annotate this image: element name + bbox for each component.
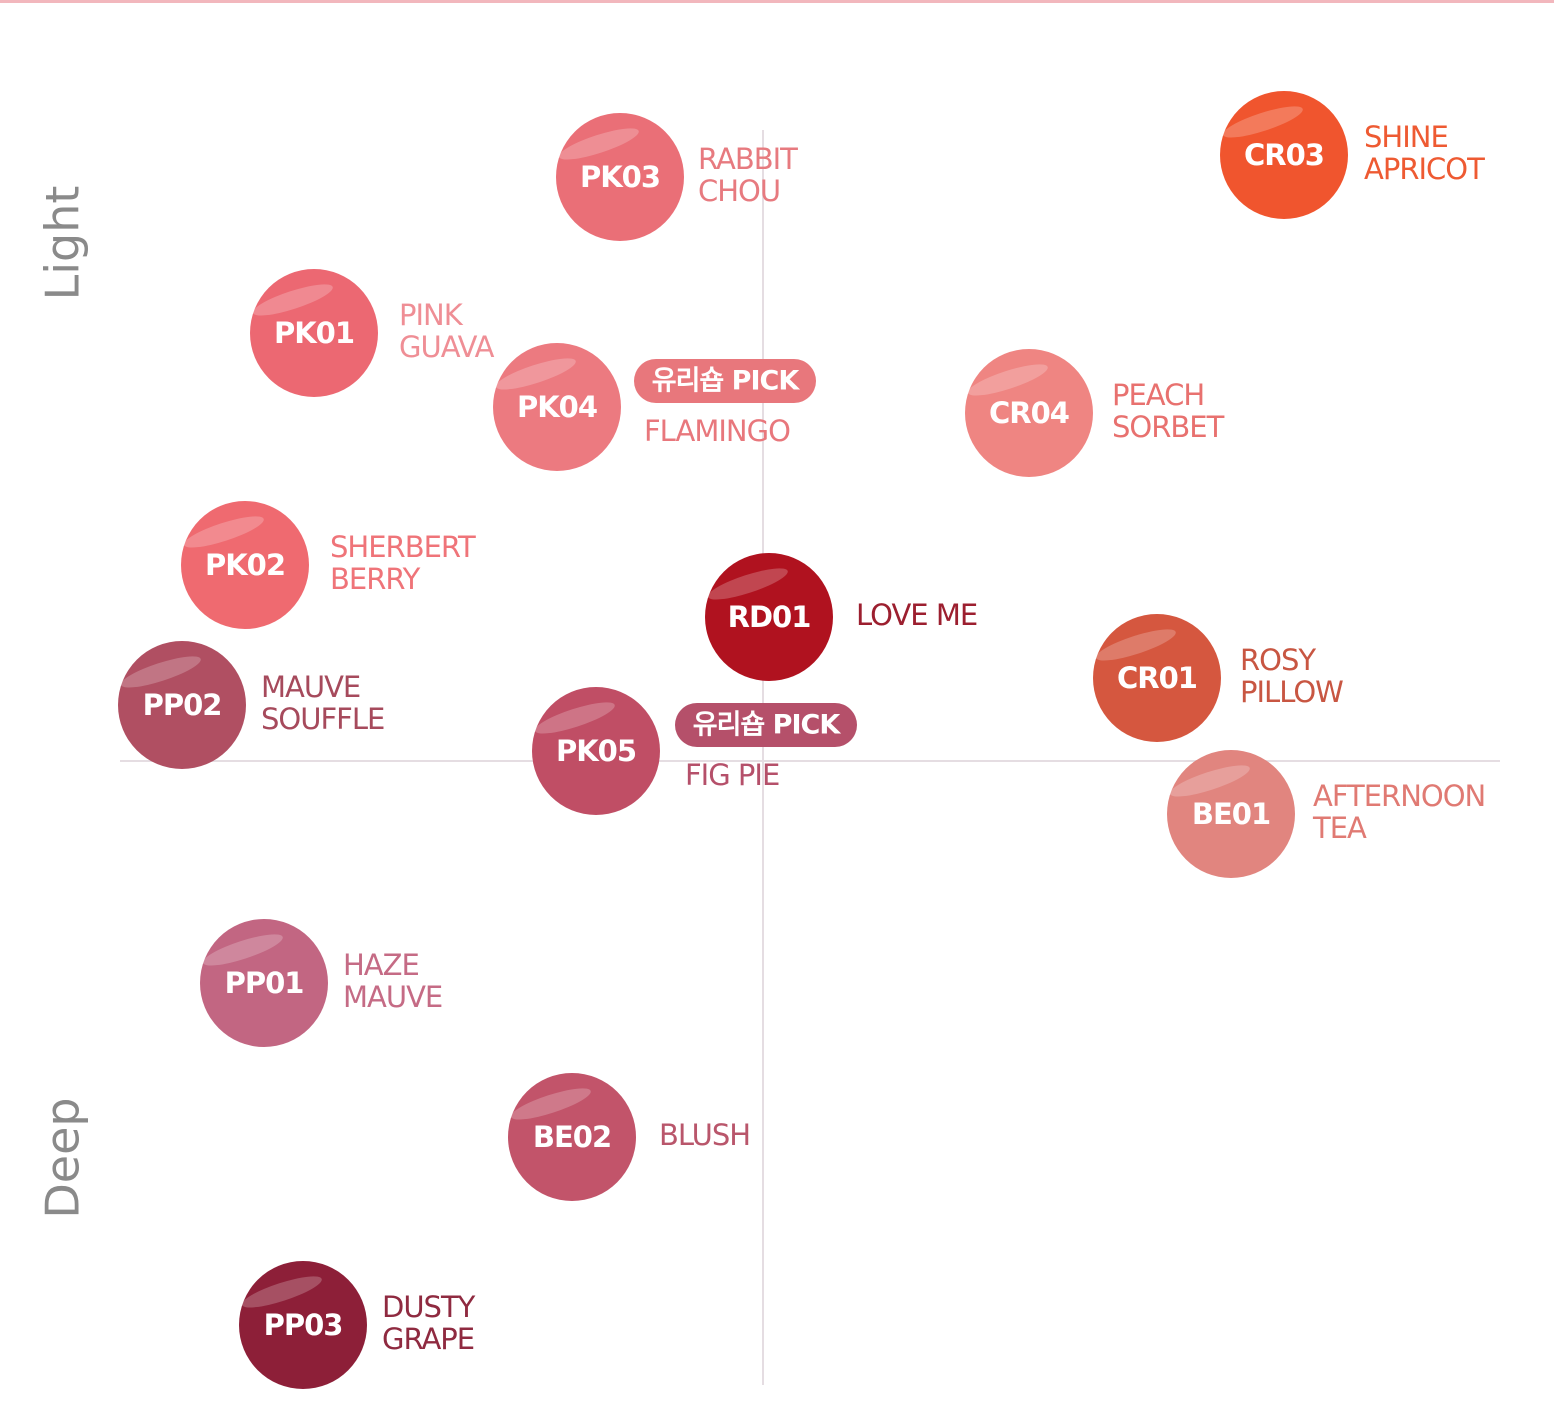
shade-code: BE02 bbox=[533, 1120, 611, 1154]
shade-name: RABBIT bbox=[698, 142, 798, 176]
shade-name: MAUVE bbox=[261, 670, 360, 704]
swatch-gloss bbox=[495, 358, 576, 390]
shade-name: PINK bbox=[399, 298, 464, 332]
shade-code: PK01 bbox=[274, 316, 354, 350]
top-border bbox=[0, 0, 1554, 3]
shade-swatch bbox=[556, 113, 684, 241]
pick-badge bbox=[634, 359, 816, 403]
shade-name: HAZE bbox=[343, 948, 419, 982]
shade-swatch bbox=[200, 919, 328, 1047]
shade-node: RD01 LOVE ME bbox=[705, 553, 978, 681]
swatch-gloss bbox=[1169, 765, 1250, 797]
swatch-gloss bbox=[967, 364, 1048, 396]
swatch-gloss bbox=[510, 1088, 591, 1120]
shade-code: CR04 bbox=[989, 396, 1069, 430]
shade-swatch bbox=[965, 349, 1093, 477]
swatch-gloss bbox=[1222, 106, 1303, 138]
shade-node: PK05 유리숍 PICK FIG PIE bbox=[532, 687, 857, 815]
shade-name: LOVE ME bbox=[856, 598, 977, 632]
shade-name: FIG PIE bbox=[685, 758, 779, 792]
swatch-gloss bbox=[1095, 629, 1176, 661]
shade-swatch bbox=[705, 553, 833, 681]
shade-name: SORBET bbox=[1112, 410, 1225, 444]
shade-name: BERRY bbox=[330, 562, 421, 596]
shade-name: SHINE bbox=[1364, 120, 1448, 154]
shade-name: BLUSH bbox=[659, 1118, 750, 1152]
axis-label-deep: Deep bbox=[36, 1097, 90, 1218]
shade-name: AFTERNOON bbox=[1313, 779, 1485, 813]
shade-swatch bbox=[532, 687, 660, 815]
swatch-gloss bbox=[202, 934, 283, 966]
shade-name: GRAPE bbox=[382, 1322, 474, 1356]
shade-swatch bbox=[508, 1073, 636, 1201]
swatch-gloss bbox=[252, 284, 333, 316]
pick-badge bbox=[675, 703, 857, 747]
swatch-gloss bbox=[558, 128, 639, 160]
shade-code: PK05 bbox=[556, 734, 636, 768]
swatch-gloss bbox=[120, 656, 201, 688]
shade-node: PK04 유리숍 PICK FLAMINGO bbox=[493, 343, 816, 471]
pick-badge-text: 유리숍 PICK bbox=[652, 366, 801, 397]
shade-code: PP01 bbox=[225, 966, 304, 1000]
shade-code: PK04 bbox=[517, 390, 597, 424]
shade-name: GUAVA bbox=[399, 330, 495, 364]
shade-name: APRICOT bbox=[1364, 152, 1485, 186]
shade-name: CHOU bbox=[698, 174, 780, 208]
shade-name: FLAMINGO bbox=[644, 414, 790, 448]
shade-code: RD01 bbox=[728, 600, 811, 634]
shade-swatch bbox=[250, 269, 378, 397]
shade-swatch bbox=[181, 501, 309, 629]
swatch-gloss bbox=[707, 568, 788, 600]
shade-swatch bbox=[1220, 91, 1348, 219]
shade-code: PK03 bbox=[580, 160, 660, 194]
shade-code: CR03 bbox=[1244, 138, 1324, 172]
shade-swatch bbox=[118, 641, 246, 769]
shade-node: BE02 BLUSH bbox=[508, 1073, 751, 1201]
shade-code: CR01 bbox=[1117, 661, 1197, 695]
shade-code: PP02 bbox=[143, 688, 222, 722]
shade-name: PEACH bbox=[1112, 378, 1204, 412]
shade-name: MAUVE bbox=[343, 980, 442, 1014]
shade-code: PP03 bbox=[264, 1308, 343, 1342]
shade-swatch bbox=[239, 1261, 367, 1389]
shade-name: TEA bbox=[1312, 811, 1367, 845]
swatch-gloss bbox=[183, 516, 264, 548]
swatch-gloss bbox=[534, 702, 615, 734]
shade-name: ROSY bbox=[1240, 643, 1316, 677]
pick-badge-text: 유리숍 PICK bbox=[693, 710, 842, 741]
shade-swatch bbox=[1167, 750, 1295, 878]
shade-name: SOUFFLE bbox=[261, 702, 384, 736]
shade-swatch bbox=[493, 343, 621, 471]
shade-code: PK02 bbox=[205, 548, 285, 582]
shade-name: PILLOW bbox=[1240, 675, 1343, 709]
shade-name: DUSTY bbox=[382, 1290, 476, 1324]
axis-label-light: Light bbox=[36, 186, 90, 301]
shade-swatch bbox=[1093, 614, 1221, 742]
shade-code: BE01 bbox=[1192, 797, 1270, 831]
swatch-gloss bbox=[241, 1276, 322, 1308]
shade-name: SHERBERT bbox=[330, 530, 476, 564]
